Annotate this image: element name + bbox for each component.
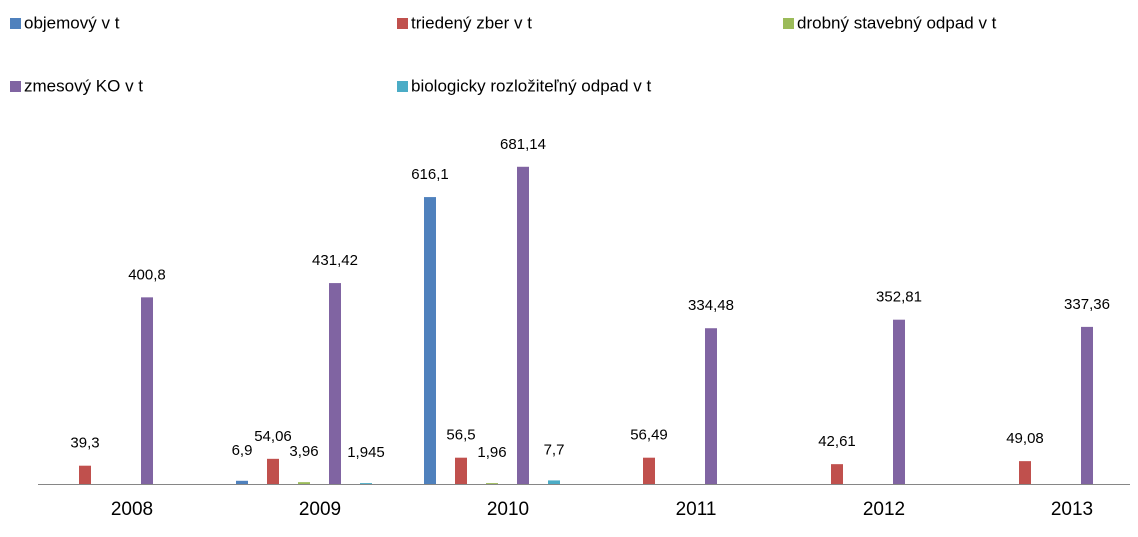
- legend-swatch: [397, 18, 408, 29]
- data-label: 681,14: [500, 136, 546, 153]
- data-label: 39,3: [70, 435, 99, 452]
- legend-swatch: [397, 81, 408, 92]
- legend-label: triedený zber v t: [411, 13, 532, 32]
- bar: [643, 457, 655, 484]
- bar: [893, 319, 905, 484]
- x-tick-label: 2012: [863, 499, 905, 520]
- data-label: 337,36: [1064, 296, 1110, 313]
- data-label: 1,96: [477, 444, 506, 461]
- legend-label: objemový v t: [24, 13, 120, 32]
- bar: [141, 297, 153, 484]
- data-label: 54,06: [254, 428, 292, 445]
- data-label: 56,5: [446, 427, 475, 444]
- x-tick-label: 2008: [111, 499, 153, 520]
- bar: [517, 166, 529, 484]
- bar: [236, 480, 248, 484]
- data-label: 400,8: [128, 266, 166, 283]
- data-label: 431,42: [312, 252, 358, 269]
- data-label: 3,96: [289, 443, 318, 460]
- legend-swatch: [783, 18, 794, 29]
- bar: [486, 483, 498, 484]
- data-label: 6,9: [232, 442, 253, 459]
- data-label: 42,61: [818, 433, 856, 450]
- bar: [705, 328, 717, 484]
- legend-swatch: [10, 18, 21, 29]
- bar: [1019, 461, 1031, 484]
- data-label: 334,48: [688, 297, 734, 314]
- bar: [455, 457, 467, 484]
- data-label: 616,1: [411, 166, 449, 183]
- x-tick-label: 2010: [487, 499, 529, 520]
- bar: [424, 197, 436, 484]
- data-label: 1,945: [347, 444, 385, 461]
- bar: [267, 458, 279, 484]
- data-label: 49,08: [1006, 430, 1044, 447]
- legend-label: zmesový KO v t: [24, 76, 143, 95]
- x-tick-label: 2013: [1051, 499, 1093, 520]
- bar: [329, 283, 341, 484]
- bar: [1081, 326, 1093, 484]
- legend-label: drobný stavebný odpad v t: [797, 13, 997, 32]
- x-tick-label: 2009: [299, 499, 341, 520]
- legend-label: biologicky rozložiteľný odpad v t: [411, 76, 652, 95]
- data-label: 7,7: [544, 441, 565, 458]
- bar: [548, 480, 560, 484]
- legend-swatch: [10, 81, 21, 92]
- data-label: 352,81: [876, 289, 922, 306]
- data-label: 56,49: [630, 427, 668, 444]
- x-tick-label: 2011: [676, 499, 717, 520]
- bar: [360, 483, 372, 484]
- bar: [298, 482, 310, 484]
- bar: [831, 464, 843, 484]
- bar: [79, 465, 91, 484]
